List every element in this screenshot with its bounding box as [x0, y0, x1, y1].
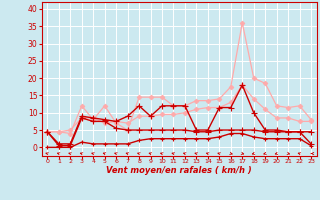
X-axis label: Vent moyen/en rafales ( km/h ): Vent moyen/en rafales ( km/h )	[106, 166, 252, 175]
